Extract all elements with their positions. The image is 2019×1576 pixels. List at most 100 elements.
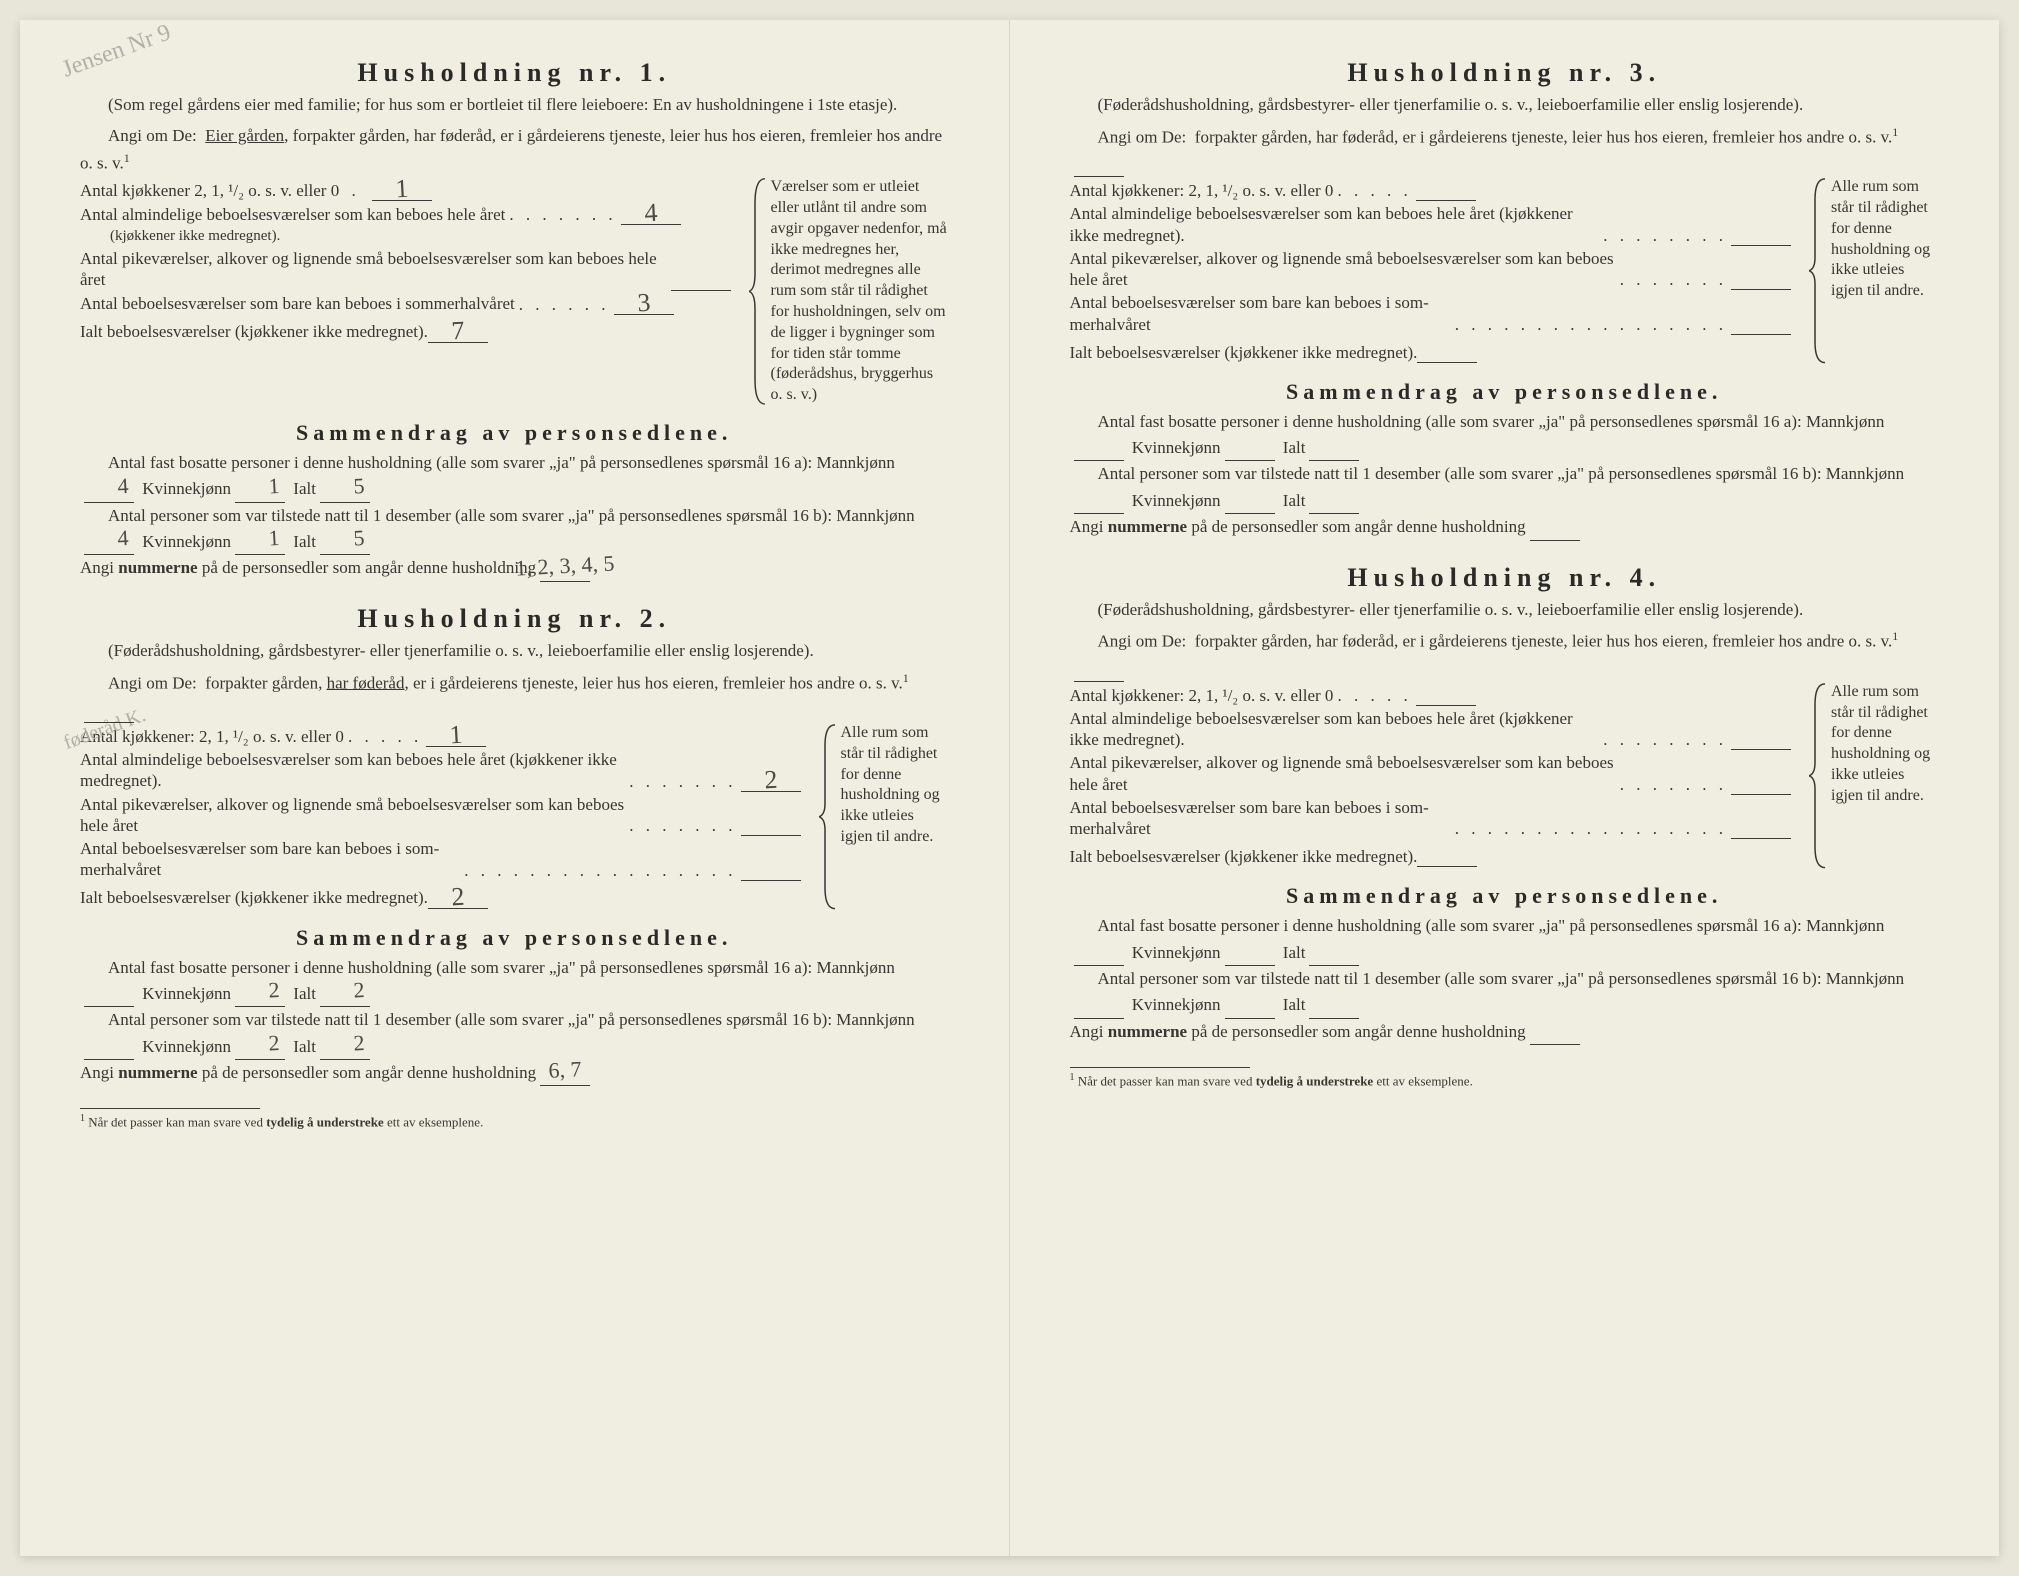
footnote-left: 1 Når det passer kan man svare ved tydel… [80,1113,949,1130]
hh2-title: Husholdning nr. 2. [80,604,949,634]
hh1-rooms-note: (kjøkkener ikke medregnet). [80,227,731,246]
hh4-kvinne-a[interactable] [1225,946,1275,966]
hh4-side-note: Alle rum som står til rådighet for denne… [1809,682,1939,870]
hh3-nummerne-blank[interactable] [1530,521,1580,541]
hh3-columns: Antal kjøkkener: 2, 1, ¹/₂ o. s. v. elle… [1070,177,1940,365]
hh4-mann-a[interactable] [1074,946,1124,966]
hh1-maid-label: Antal pikeværelser, alkover og lignende … [80,248,671,291]
hh1-total-label: Ialt beboelsesværelser (kjøkkener ikke m… [80,321,428,342]
page-right: Husholdning nr. 3. (Føderådshusholdning,… [1010,20,2000,1556]
hh1-kitchens-val: 1 [395,174,410,205]
hh2-summer-blank[interactable] [741,859,801,881]
hh1-summer-blank[interactable]: 3 [614,293,674,315]
hh1-fast-bosatte: Antal fast bosatte personer i denne hush… [80,450,949,503]
hh3-main-col: Antal kjøkkener: 2, 1, ¹/₂ o. s. v. elle… [1070,177,1792,365]
hh4-maid-blank[interactable] [1731,773,1791,795]
hh2-kvinne-b[interactable]: 2 [235,1040,285,1060]
hh4-sammendrag-title: Sammendrag av personsedlene. [1070,883,1940,909]
hh1-angi: Angi om De: Eier gården, forpakter gårde… [80,123,949,177]
hh2-nummerne: Angi nummerne på de personsedler som ang… [80,1060,949,1086]
hh4-ialt-b[interactable] [1309,999,1359,1019]
hh2-maid-blank[interactable] [741,814,801,836]
hh1-rooms-label: Antal almindelige beboelsesværelser som … [80,204,505,225]
hh4-rooms-blank[interactable] [1731,728,1791,750]
hh2-total-blank[interactable]: 2 [428,887,488,909]
hh1-tilstede: Antal personer som var tilstede natt til… [80,503,949,556]
household-4: Husholdning nr. 4. (Føderådshusholdning,… [1070,563,1940,1046]
hh1-kvinne-b[interactable]: 1 [235,535,285,555]
hh3-kitchens-blank[interactable] [1416,179,1476,201]
hh1-rooms-val: 4 [643,198,658,229]
hh1-maid-blank[interactable] [671,269,731,291]
hh1-mann-a[interactable]: 4 [84,483,134,503]
hh1-summer-label: Antal beboelsesværelser som bare kan be­… [80,293,515,314]
brace-icon [1809,682,1827,870]
hh4-main-col: Antal kjøkkener: 2, 1, ¹/₂ o. s. v. elle… [1070,682,1792,870]
hh2-mann-a[interactable] [84,987,134,1007]
brace-icon [749,177,767,406]
hh2-fast-bosatte: Antal fast bosatte personer i denne hush… [80,955,949,1008]
hh3-sammendrag-title: Sammendrag av personsedlene. [1070,379,1940,405]
hh1-kitchens-blank[interactable]: 1 [372,179,432,201]
hh2-ialt-a[interactable]: 2 [320,987,370,1007]
hh3-angi-blank[interactable] [1074,157,1124,177]
hh3-mann-a[interactable] [1074,441,1124,461]
hh2-sammendrag-title: Sammendrag av personsedlene. [80,925,949,951]
hh1-kitchens-label: Antal kjøkkener 2, 1, ¹/₂ o. s. v. eller… [80,180,339,201]
hh2-ialt-b[interactable]: 2 [320,1040,370,1060]
hh2-rooms-blank[interactable]: 2 [741,770,801,792]
footnote-rule-left [80,1108,260,1109]
hh4-ialt-a[interactable] [1309,946,1359,966]
hh2-kitchens-blank[interactable]: 1 [426,725,486,747]
hh1-main-col: Antal kjøkkener 2, 1, ¹/₂ o. s. v. eller… [80,177,731,406]
hh3-mann-b[interactable] [1074,494,1124,514]
hh1-angi-underlined: Eier gården [205,126,284,145]
hh3-kvinne-a[interactable] [1225,441,1275,461]
hh4-columns: Antal kjøkkener: 2, 1, ¹/₂ o. s. v. elle… [1070,682,1940,870]
hh1-columns: Antal kjøkkener 2, 1, ¹/₂ o. s. v. eller… [80,177,949,406]
hh1-rooms-blank[interactable]: 4 [621,203,681,225]
hh3-nummerne: Angi nummerne på de personsedler som ang… [1070,514,1940,540]
hh2-nummerne-blank[interactable]: 6, 7 [540,1066,590,1086]
hh1-ialt-a[interactable]: 5 [320,483,370,503]
household-2: Husholdning nr. 2. (Føderådshusholdning,… [80,604,949,1087]
hh3-rooms-blank[interactable] [1731,224,1791,246]
household-3: Husholdning nr. 3. (Føderådshusholdning,… [1070,58,1940,541]
footnote-right: 1 Når det passer kan man svare ved tydel… [1070,1072,1940,1089]
hh1-angi-prefix: Angi om De: [108,126,197,145]
hh3-side-note: Alle rum som står til rådighet for denne… [1809,177,1939,365]
hh4-nummerne: Angi nummerne på de personsedler som ang… [1070,1019,1940,1045]
hh2-kvinne-a[interactable]: 2 [235,987,285,1007]
hh1-mann-b[interactable]: 4 [84,535,134,555]
hh2-mann-b[interactable] [84,1040,134,1060]
hh3-kvinne-b[interactable] [1225,494,1275,514]
hh3-maid-blank[interactable] [1731,268,1791,290]
hh4-nummerne-blank[interactable] [1530,1025,1580,1045]
hh1-side-note: Værelser som er utleiet eller utlånt til… [749,177,949,406]
hh4-summer-blank[interactable] [1731,817,1791,839]
hh3-fast-bosatte: Antal fast bosatte personer i denne hush… [1070,409,1940,462]
hh3-total-blank[interactable] [1417,341,1477,363]
hh4-angi-blank[interactable] [1074,662,1124,682]
hh3-ialt-b[interactable] [1309,494,1359,514]
hh1-nummerne: Angi nummerne på de personsedler som ang… [80,555,949,581]
census-form-sheet: Jensen Nr 9 Husholdning nr. 1. (Som rege… [20,20,1999,1556]
hh1-nummerne-blank[interactable]: 1, 2, 3, 4, 5 [540,562,590,582]
hh3-subtitle: (Føderådshusholdning, gårdsbestyrer- ell… [1070,94,1940,117]
hh2-angi-blank[interactable] [84,703,134,723]
hh1-total-val: 7 [451,315,466,346]
hh3-ialt-a[interactable] [1309,441,1359,461]
hh4-kvinne-b[interactable] [1225,999,1275,1019]
hh3-summer-blank[interactable] [1731,313,1791,335]
hh4-mann-b[interactable] [1074,999,1124,1019]
hh1-kvinne-a[interactable]: 1 [235,483,285,503]
hh4-kitchens-blank[interactable] [1416,684,1476,706]
hh4-total-blank[interactable] [1417,845,1477,867]
hh2-columns: Antal kjøkkener: 2, 1, ¹/₂ o. s. v. elle… [80,723,949,911]
hh2-subtitle: (Føderådshusholdning, gårdsbestyrer- ell… [80,640,949,663]
hh1-ialt-b[interactable]: 5 [320,535,370,555]
hh2-angi-underlined: har føderåd [327,673,405,692]
hh1-summer-val: 3 [636,287,651,318]
hh1-total-blank[interactable]: 7 [428,321,488,343]
hh3-angi: Angi om De: forpakter gården, har føderå… [1070,123,1940,177]
